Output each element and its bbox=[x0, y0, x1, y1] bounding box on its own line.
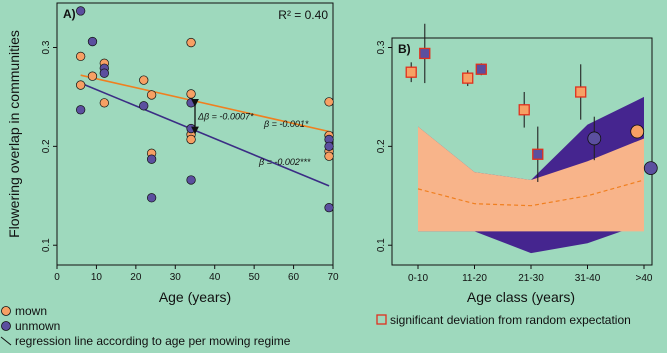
panel-b-xtick-label: >40 bbox=[636, 273, 653, 284]
mown-random-mean-line bbox=[417, 179, 645, 207]
mown-point bbox=[139, 75, 149, 85]
unmown-beta-label: β = -0.002*** bbox=[258, 157, 311, 167]
panel-a: A) R² = 0.40 Flowering overlap in commun… bbox=[6, 2, 339, 305]
legend: mown unmown regression line according to… bbox=[0, 304, 631, 348]
panel-a-ylabel: Flowering overlap in communities bbox=[6, 30, 22, 238]
panel-a-xtick-label: 20 bbox=[130, 272, 142, 283]
mown-regression-line bbox=[80, 74, 330, 133]
mown-point bbox=[186, 37, 196, 48]
panel-a-ytick-label: 0.1 bbox=[41, 238, 52, 252]
mown-beta-label: β = -0.001* bbox=[263, 119, 309, 129]
unmown-point bbox=[587, 131, 602, 146]
panel-b-ytick-label: 0.3 bbox=[376, 40, 387, 54]
panel-b-points bbox=[405, 23, 658, 182]
mown-point bbox=[99, 98, 109, 108]
unmown-point bbox=[146, 154, 157, 164]
panel-a-ytick-label: 0.2 bbox=[41, 139, 52, 153]
panel-a-regression-lines bbox=[80, 74, 330, 187]
unmown-point bbox=[139, 101, 149, 111]
panel-a-xtick-label: 70 bbox=[327, 272, 339, 283]
mown-random-band bbox=[418, 126, 644, 232]
unmown-point bbox=[643, 161, 658, 176]
legend-unmown-label: unmown bbox=[15, 319, 60, 333]
mown-point bbox=[186, 134, 196, 145]
delta-beta-label: Δβ = -0.0007* bbox=[197, 112, 254, 122]
random-expectation-bands bbox=[392, 38, 652, 265]
mown-point bbox=[76, 51, 86, 62]
legend-unmown-marker bbox=[1, 321, 11, 331]
unmown-point bbox=[324, 203, 334, 213]
unmown-point bbox=[324, 141, 334, 152]
mown-point bbox=[76, 80, 86, 90]
panel-a-xtick-label: 10 bbox=[91, 272, 103, 283]
mown-point bbox=[324, 97, 334, 107]
panel-a-xlabel: Age (years) bbox=[159, 289, 231, 305]
legend-mown-marker bbox=[1, 306, 11, 316]
panel-a-xtick-label: 50 bbox=[249, 272, 261, 283]
legend-regression-marker bbox=[0, 336, 12, 346]
panel-b-xtick-label: 21-30 bbox=[518, 273, 544, 284]
panel-b: B) Age class (years) 0-10 11-20 21-30 31-40… bbox=[376, 23, 658, 305]
delta-beta-annotation: Δβ = -0.0007* bbox=[191, 98, 254, 135]
panel-b-xtick-label: 31-40 bbox=[575, 273, 601, 284]
unmown-point bbox=[76, 105, 86, 115]
panel-a-xtick-label: 30 bbox=[170, 272, 182, 283]
panel-b-xtick-label: 0-10 bbox=[408, 273, 428, 284]
legend-significant-marker bbox=[376, 314, 387, 325]
unmown-point bbox=[186, 123, 196, 134]
unmown-point bbox=[76, 6, 86, 16]
mown-point bbox=[146, 90, 157, 100]
mown-significant-point bbox=[462, 72, 474, 84]
panel-b-ytick-label: 0.2 bbox=[376, 139, 387, 153]
mown-significant-point bbox=[518, 104, 530, 116]
mown-point bbox=[324, 151, 334, 161]
mown-point bbox=[630, 124, 645, 139]
panel-a-ticks: 0 10 20 30 40 50 60 70 0.1 0.2 0.3 bbox=[41, 40, 339, 283]
mown-point bbox=[87, 71, 98, 81]
unmown-point bbox=[146, 193, 157, 203]
panel-b-xlabel: Age class (years) bbox=[467, 289, 575, 305]
unmown-significant-point bbox=[419, 47, 431, 60]
panel-b-ticks: 0-10 11-20 21-30 31-40 >40 0.1 0.2 0.3 bbox=[376, 40, 653, 284]
panel-a-ytick-label: 0.3 bbox=[41, 40, 52, 54]
unmown-point bbox=[186, 98, 196, 108]
panel-a-xtick-label: 0 bbox=[54, 272, 60, 283]
unmown-point bbox=[186, 175, 196, 185]
panel-b-plot-area bbox=[391, 37, 653, 266]
mown-point bbox=[186, 89, 196, 99]
legend-significant-label: significant deviation from random expect… bbox=[390, 313, 631, 327]
panel-b-label: B) bbox=[398, 42, 411, 56]
unmown-regression-line bbox=[80, 82, 330, 187]
panel-b-ytick-label: 0.1 bbox=[376, 238, 387, 252]
panel-b-xtick-label: 11-20 bbox=[462, 273, 487, 284]
legend-mown-label: mown bbox=[15, 304, 47, 318]
mown-significant-point bbox=[405, 66, 417, 78]
unmown-significant-point bbox=[532, 148, 544, 160]
panel-a-points bbox=[76, 6, 334, 213]
r2-label: R² = 0.40 bbox=[278, 8, 328, 22]
panel-a-label: A) bbox=[63, 7, 76, 21]
legend-regression-label: regression line according to age per mow… bbox=[15, 334, 291, 348]
mown-significant-point bbox=[575, 86, 587, 98]
panel-a-xtick-label: 60 bbox=[288, 272, 300, 283]
unmown-point bbox=[87, 36, 98, 47]
panel-a-xtick-label: 40 bbox=[209, 272, 221, 283]
unmown-significant-point bbox=[475, 63, 487, 75]
unmown-point bbox=[99, 68, 109, 78]
